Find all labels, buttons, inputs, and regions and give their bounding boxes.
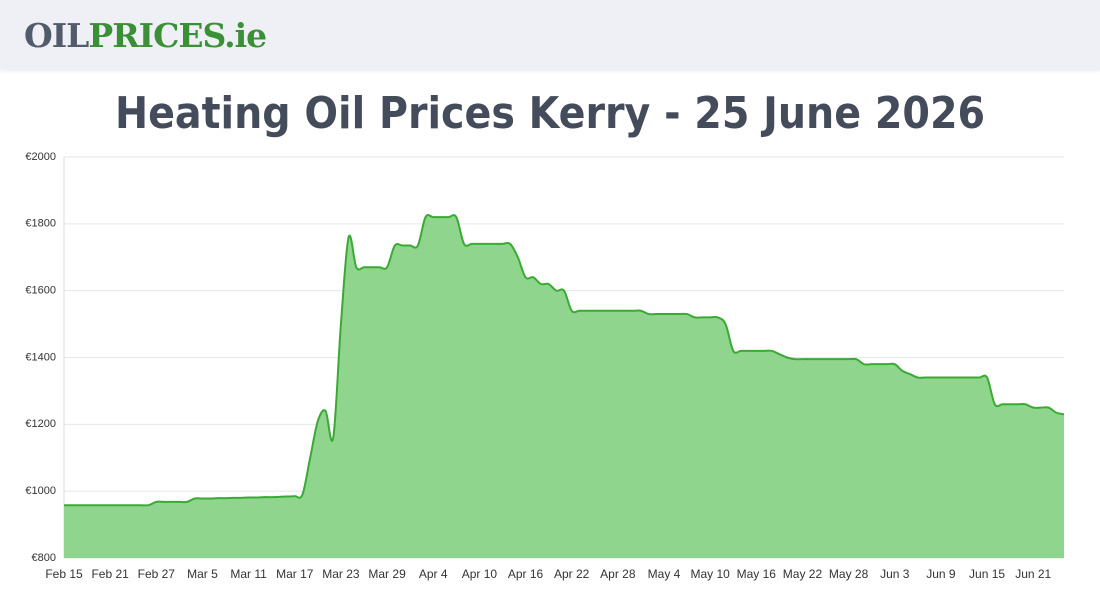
x-tick-label: Jun 3 bbox=[880, 567, 910, 581]
y-tick-label: €1800 bbox=[25, 218, 56, 230]
x-tick-label: Apr 10 bbox=[462, 567, 498, 581]
y-tick-label: €1000 bbox=[25, 485, 56, 497]
chart-title: Heating Oil Prices Kerry - 25 June 2026 bbox=[115, 88, 985, 139]
x-tick-label: May 10 bbox=[690, 567, 730, 581]
y-tick-label: €1400 bbox=[25, 351, 56, 363]
y-tick-label: €1200 bbox=[25, 418, 56, 430]
y-tick-label: €1600 bbox=[25, 285, 56, 297]
logo-text: OIL bbox=[24, 16, 89, 55]
x-tick-label: Mar 23 bbox=[322, 567, 360, 581]
x-tick-label: Mar 11 bbox=[230, 567, 267, 581]
logo[interactable]: OILPRICES.ie bbox=[24, 16, 267, 55]
y-tick-label: €2000 bbox=[25, 151, 56, 163]
x-tick-label: Jun 9 bbox=[926, 567, 956, 581]
x-tick-label: Feb 27 bbox=[138, 567, 176, 581]
x-tick-label: Apr 28 bbox=[600, 567, 636, 581]
x-tick-label: Mar 5 bbox=[187, 567, 218, 581]
x-tick-label: Jun 15 bbox=[969, 567, 1005, 581]
logo-text: PRICES.ie bbox=[88, 16, 267, 55]
x-tick-label: Feb 21 bbox=[91, 567, 129, 581]
x-tick-label: May 28 bbox=[829, 567, 869, 581]
y-tick-label: €800 bbox=[32, 552, 56, 564]
x-tick-label: Mar 29 bbox=[368, 567, 406, 581]
x-tick-label: Mar 17 bbox=[276, 567, 314, 581]
x-tick-label: Feb 15 bbox=[45, 567, 83, 581]
x-tick-label: May 22 bbox=[783, 567, 823, 581]
x-tick-label: May 16 bbox=[737, 567, 777, 581]
x-tick-label: Apr 22 bbox=[554, 567, 590, 581]
header: OILPRICES.ie bbox=[0, 0, 1100, 70]
x-tick-label: Jun 21 bbox=[1015, 567, 1051, 581]
x-tick-label: Apr 4 bbox=[419, 567, 448, 581]
area bbox=[64, 215, 1064, 558]
line bbox=[64, 214, 1065, 507]
x-tick-label: Apr 16 bbox=[508, 567, 544, 581]
x-tick-label: May 4 bbox=[648, 567, 681, 581]
